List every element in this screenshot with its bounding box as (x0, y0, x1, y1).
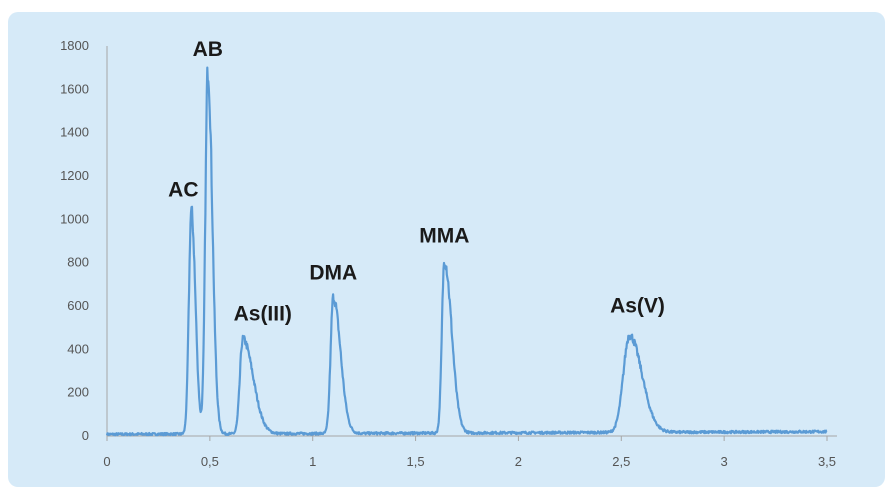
x-tick-label: 0 (103, 454, 110, 469)
y-axis-ticks: 0 200 400 600 800 1000 1200 1400 1600 1800 (60, 38, 89, 443)
x-tick-label: 2,5 (612, 454, 630, 469)
axes (106, 46, 837, 437)
x-tick-label: 0,5 (201, 454, 219, 469)
x-tick-label: 1 (309, 454, 316, 469)
peak-label: MMA (419, 225, 469, 248)
peak-label: As(V) (610, 294, 665, 317)
x-tick-label: 2 (515, 454, 522, 469)
peak-label: AB (193, 38, 223, 61)
peak-labels: AC AB As(III) DMA MMA As(V) (168, 38, 665, 326)
y-tick-label: 1800 (60, 38, 89, 53)
y-tick-label: 600 (67, 298, 89, 313)
y-tick-label: 1400 (60, 125, 89, 140)
y-tick-label: 400 (67, 341, 89, 356)
y-tick-label: 0 (82, 428, 89, 443)
y-tick-label: 1000 (60, 211, 89, 226)
y-tick-label: 800 (67, 255, 89, 270)
series-line (105, 66, 828, 437)
peak-label: DMA (309, 261, 357, 284)
x-tick-label: 3,5 (818, 454, 836, 469)
peak-label: AC (168, 179, 198, 202)
y-tick-label: 200 (67, 385, 89, 400)
y-tick-label: 1200 (60, 168, 89, 183)
x-tick-label: 3 (721, 454, 728, 469)
y-tick-label: 1600 (60, 81, 89, 96)
x-axis-ticks: 0 0,5 1 1,5 2 2,5 3 3,5 (103, 436, 836, 469)
peak-label: As(III) (234, 303, 292, 326)
x-tick-label: 1,5 (407, 454, 425, 469)
chart-panel (8, 12, 885, 487)
